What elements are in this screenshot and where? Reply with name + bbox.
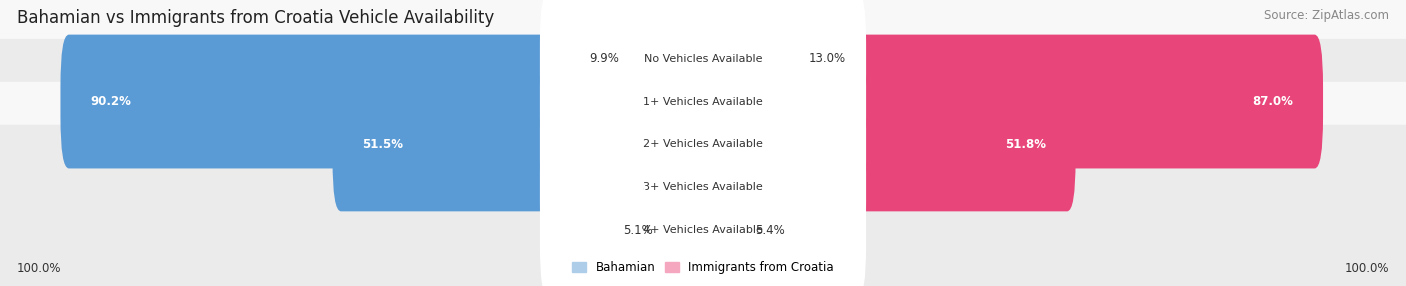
Text: Source: ZipAtlas.com: Source: ZipAtlas.com <box>1264 9 1389 21</box>
FancyBboxPatch shape <box>60 35 711 168</box>
Text: 1+ Vehicles Available: 1+ Vehicles Available <box>643 97 763 106</box>
FancyBboxPatch shape <box>658 163 711 286</box>
FancyBboxPatch shape <box>540 163 866 286</box>
Text: 16.9%: 16.9% <box>606 181 647 194</box>
FancyBboxPatch shape <box>695 0 803 126</box>
Text: Bahamian vs Immigrants from Croatia Vehicle Availability: Bahamian vs Immigrants from Croatia Vehi… <box>17 9 494 27</box>
Text: 13.0%: 13.0% <box>808 52 845 65</box>
FancyBboxPatch shape <box>540 78 866 211</box>
Text: No Vehicles Available: No Vehicles Available <box>644 54 762 63</box>
Text: 9.9%: 9.9% <box>589 52 619 65</box>
FancyBboxPatch shape <box>695 120 832 254</box>
Text: 100.0%: 100.0% <box>1344 262 1389 275</box>
Text: 17.2%: 17.2% <box>762 181 803 194</box>
Text: 90.2%: 90.2% <box>90 95 131 108</box>
FancyBboxPatch shape <box>332 78 711 211</box>
FancyBboxPatch shape <box>624 0 711 126</box>
Text: 5.1%: 5.1% <box>623 224 652 237</box>
FancyBboxPatch shape <box>695 35 1323 168</box>
Text: 2+ Vehicles Available: 2+ Vehicles Available <box>643 140 763 149</box>
Text: 5.4%: 5.4% <box>755 224 785 237</box>
FancyBboxPatch shape <box>0 0 1406 207</box>
FancyBboxPatch shape <box>540 120 866 254</box>
FancyBboxPatch shape <box>0 39 1406 250</box>
FancyBboxPatch shape <box>576 120 711 254</box>
FancyBboxPatch shape <box>0 0 1406 164</box>
Text: 51.5%: 51.5% <box>363 138 404 151</box>
FancyBboxPatch shape <box>695 163 749 286</box>
FancyBboxPatch shape <box>0 82 1406 286</box>
Legend: Bahamian, Immigrants from Croatia: Bahamian, Immigrants from Croatia <box>568 257 838 277</box>
Text: 87.0%: 87.0% <box>1253 95 1294 108</box>
Text: 4+ Vehicles Available: 4+ Vehicles Available <box>643 225 763 235</box>
FancyBboxPatch shape <box>0 125 1406 286</box>
FancyBboxPatch shape <box>540 0 866 126</box>
FancyBboxPatch shape <box>540 35 866 168</box>
Text: 3+ Vehicles Available: 3+ Vehicles Available <box>643 182 763 192</box>
Text: 51.8%: 51.8% <box>1005 138 1046 151</box>
FancyBboxPatch shape <box>695 78 1076 211</box>
Text: 100.0%: 100.0% <box>17 262 62 275</box>
